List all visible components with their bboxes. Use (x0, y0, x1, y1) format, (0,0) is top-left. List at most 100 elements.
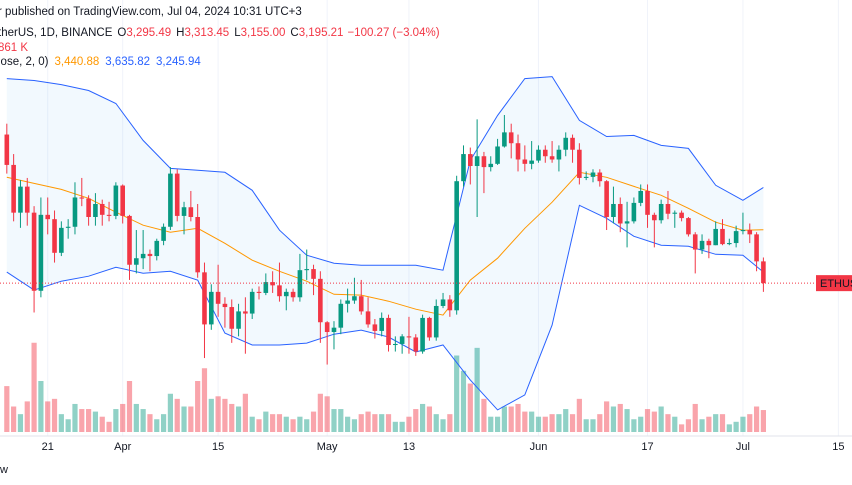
volume-bar (297, 416, 303, 432)
volume-bar (358, 414, 364, 432)
volume-bar (304, 419, 310, 432)
volume-bar (113, 409, 119, 432)
legend-text: 861 K (0, 42, 28, 54)
legend-row: therUS, 1D, BINANCE O3,295.49 H3,313.45 L3,… (0, 27, 440, 39)
volume-bar (208, 398, 214, 432)
candle-body (52, 219, 57, 253)
volume-bar (494, 416, 501, 432)
volume-bar (140, 409, 146, 432)
x-tick-label: Jul (736, 441, 750, 453)
candle-body (243, 311, 248, 314)
candle-body (345, 300, 350, 304)
candle-body (324, 322, 330, 333)
volume-bar (733, 421, 739, 432)
x-tick-label: 21 (42, 441, 54, 453)
candle-body (93, 203, 98, 217)
candle-body (549, 156, 555, 160)
candle-body (536, 149, 541, 161)
volume-bar (276, 414, 283, 432)
candle-body (311, 269, 316, 279)
volume-bar (79, 409, 85, 432)
volume-bar (692, 403, 698, 432)
candle-body (38, 214, 44, 291)
legend-text: r published on TradingView.com, Jul 04, … (0, 6, 302, 18)
candle-body (468, 154, 473, 167)
volume-bar (181, 406, 187, 432)
candle-body (208, 291, 214, 325)
candle-body (692, 234, 698, 250)
candle-body (515, 143, 521, 160)
candle-body (590, 172, 596, 177)
volume-bar (638, 416, 644, 432)
volume-bar (310, 411, 317, 432)
grid (47, 0, 839, 436)
volume-bar (454, 355, 460, 432)
candle-body (747, 230, 753, 235)
volume-bar (392, 421, 398, 432)
volume-bar (24, 401, 30, 432)
volume-bar (529, 411, 535, 432)
band-line (6, 76, 764, 271)
volume-bar (569, 414, 576, 432)
candle-body (24, 186, 30, 213)
volume-bar (604, 401, 610, 432)
candle-body (174, 173, 180, 216)
volume-bar (263, 411, 269, 432)
x-tick-label: May (317, 441, 338, 453)
volume-bar (542, 416, 548, 432)
x-tick-label: 15 (212, 441, 224, 453)
volume-bar (229, 403, 235, 432)
x-tick-label: 17 (641, 441, 653, 453)
x-tick-label: 15 (832, 441, 844, 453)
candle-body (617, 203, 623, 224)
volume-bar (120, 403, 126, 432)
volume-bar (51, 398, 58, 432)
band-fill (6, 76, 764, 410)
legend-text: therUS, 1D, BINANCE (0, 27, 113, 39)
volume-bar (481, 398, 487, 432)
candle-body (215, 291, 221, 304)
candle-body (658, 203, 664, 221)
candle-body (229, 307, 235, 329)
x-tick-label: 13 (403, 441, 415, 453)
volume-bar (11, 406, 17, 432)
candle-body (358, 296, 364, 312)
candle-body (154, 240, 160, 257)
x-tick-label: Apr (114, 441, 131, 453)
volume-bar (433, 414, 439, 432)
volume-bar (699, 419, 705, 432)
candle-body (222, 303, 228, 308)
corner-text: w (0, 464, 8, 476)
candle-body (331, 327, 337, 333)
candle-body (433, 305, 439, 338)
price-label: ETHUSD (820, 278, 852, 290)
volume-bar (679, 424, 685, 432)
candle-body (665, 203, 671, 214)
candle-body (72, 197, 78, 227)
legend-text: 3,155.00 (241, 27, 286, 39)
candle-body (181, 207, 187, 216)
candle-body (474, 156, 480, 167)
candle-body (263, 282, 269, 293)
candle-body (461, 154, 466, 182)
candle-body (249, 291, 255, 314)
candle-body (454, 181, 459, 311)
volume-bar (72, 403, 78, 432)
volume-bar (753, 406, 760, 432)
volume-bar (488, 416, 494, 432)
volume-bar (174, 398, 180, 432)
volume-bar (501, 406, 507, 432)
volume-bar (317, 393, 323, 432)
candle-body (304, 269, 310, 271)
volume-bar (406, 416, 412, 432)
candle-body (563, 137, 569, 150)
candle-body (638, 190, 644, 203)
candle-body (65, 226, 71, 228)
candle-body (372, 324, 378, 331)
candle-body (420, 317, 425, 352)
candle-body (679, 212, 684, 219)
candle-body (338, 303, 344, 328)
candle-body (720, 228, 725, 245)
volume-bar (249, 416, 255, 432)
volume (4, 342, 766, 432)
